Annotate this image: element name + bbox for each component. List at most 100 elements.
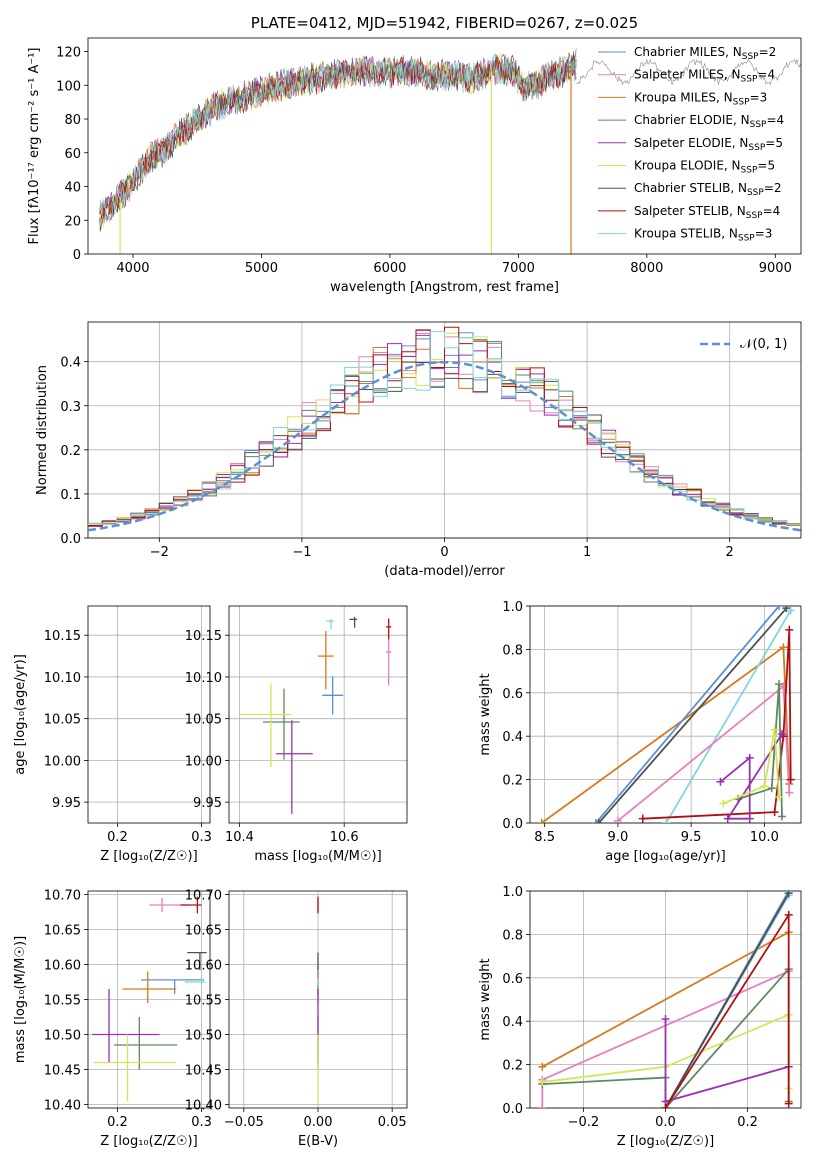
x-tick-label: 0.0: [655, 1115, 676, 1130]
y-tick-label: 10.15: [185, 629, 222, 644]
massweight-marker: [661, 1104, 670, 1108]
massweight-series: [541, 931, 790, 1068]
massweight-marker: [538, 1077, 547, 1086]
y-tick-label: 10.65: [44, 924, 81, 939]
massweight-marker: [777, 730, 786, 739]
massweight-marker: [785, 625, 794, 634]
y-tick-label: 0.3: [60, 400, 81, 415]
legend-label: Salpeter STELIB, NSSP=4: [634, 204, 780, 221]
x-tick-label: −0.05: [224, 1115, 264, 1130]
massweight-marker: [784, 1099, 793, 1108]
y-tick-label: 10.45: [44, 1064, 81, 1079]
y-tick-label: 10.00: [44, 754, 81, 769]
y-tick-label: 0.0: [502, 1102, 523, 1117]
histogram-panel: −2 −1 0 1 2 0.0 0.1 0.2 0.3 0.4 (data-model)/error…: [35, 321, 802, 579]
y-tick-label: 0.0: [502, 817, 523, 832]
x-tick-label: 9.0: [608, 830, 629, 845]
x-tick-label: 10.0: [750, 830, 779, 845]
y-tick-label: 10.10: [185, 671, 222, 686]
y-axis-label: mass weight: [478, 958, 493, 1040]
massweight-marker: [661, 1015, 670, 1024]
y-tick-label: 10.40: [44, 1099, 81, 1114]
massweight-lines: [537, 606, 795, 823]
histogram-series: [88, 334, 801, 527]
y-tick-label: 10.60: [44, 959, 81, 974]
x-tick-label: 0.3: [191, 830, 212, 845]
x-tick-label: 0.05: [378, 1115, 407, 1130]
y-tick-label: 0: [73, 248, 81, 263]
errorbar-panel: 0.2 0.3 10.40 10.45 10.50 10.55 10.60 10.65 10.7…: [13, 889, 212, 1150]
massweight-marker: [662, 819, 671, 823]
axes-frame: [228, 890, 408, 1109]
y-tick-label: 60: [64, 147, 81, 162]
y-axis-label: age [log₁₀(age/yr)]: [13, 654, 28, 775]
histogram-steps: [88, 326, 801, 532]
spectrum-series: [99, 55, 577, 223]
y-tick-label: 0.4: [502, 730, 523, 745]
y-tick-label: 100: [56, 79, 81, 94]
chart-title: PLATE=0412, MJD=51942, FIBERID=0267, z=0…: [251, 14, 638, 32]
y-tick-label: 20: [64, 214, 81, 229]
axes-frame: [87, 890, 211, 1109]
massweight-marker: [777, 812, 786, 821]
x-axis-label: Z [log₁₀(Z/Z☉)]: [100, 849, 197, 864]
y-tick-label: 40: [64, 181, 81, 196]
x-tick-label: 0: [440, 545, 448, 560]
massweight-series: [598, 607, 788, 823]
histogram-series: [88, 331, 801, 525]
errorbar-panel: 0.2 0.3 9.95 10.00 10.05 10.10 10.15 Z [log₁₀(Z…: [13, 605, 212, 864]
massweight-marker: [591, 819, 600, 823]
massweight-series: [664, 1019, 789, 1103]
x-tick-label: 10.4: [225, 830, 254, 845]
axes-frame: [87, 37, 802, 255]
massweight-marker: [786, 775, 795, 784]
massweight-marker: [716, 777, 725, 786]
spectrum-series-red: [576, 58, 801, 86]
errorbar-panel: −0.05 0.00 0.05 10.40 10.45 10.50 10.55 10.60 10…: [185, 889, 408, 1149]
massweight-marker: [613, 816, 622, 823]
y-tick-label: 10.10: [44, 671, 81, 686]
y-tick-label: 10.50: [44, 1029, 81, 1044]
x-tick-label: 0.2: [107, 1115, 128, 1130]
x-tick-label: 7000: [502, 261, 535, 276]
y-tick-label: 10.55: [44, 994, 81, 1009]
massweight-series: [665, 609, 792, 823]
massweight-marker: [719, 799, 728, 808]
massweight-marker: [638, 814, 647, 823]
massweight-marker: [782, 606, 791, 613]
massweight-series: [595, 606, 780, 823]
massweight-marker: [538, 1104, 547, 1108]
spectrum-panel: PLATE=0412, MJD=51942, FIBERID=0267, z=0…: [27, 14, 802, 295]
massweight-marker: [786, 606, 795, 615]
massweight-series: [723, 729, 780, 805]
x-tick-label: 2: [726, 545, 734, 560]
massweight-marker: [775, 680, 784, 689]
y-tick-label: 0.2: [502, 774, 523, 789]
x-tick-label: 4000: [116, 261, 149, 276]
axes-frame: [228, 605, 408, 824]
x-axis-label: mass [log₁₀(M/M☉)]: [254, 849, 381, 864]
axes-frame: [87, 605, 211, 824]
x-axis-label: E(B-V): [298, 1134, 338, 1149]
massweight-marker: [723, 814, 732, 823]
massweight-panel: 8.5 9.0 9.5 10.0 0.0 0.2 0.4 0.6 0.8 1.0 age [log₁…: [478, 600, 802, 864]
y-tick-label: 0.6: [502, 687, 523, 702]
massweight-marker: [775, 792, 784, 801]
errorbar-points: [239, 616, 392, 814]
spectrum-lines: [99, 48, 801, 254]
x-tick-label: 8000: [630, 261, 663, 276]
massweight-marker: [760, 782, 769, 791]
massweight-lines: [538, 891, 793, 1108]
massweight-marker: [785, 788, 794, 797]
y-tick-label: 0.2: [502, 1059, 523, 1074]
massweight-series: [541, 645, 791, 823]
massweight-marker: [594, 819, 603, 823]
legend-label: Chabrier ELODIE, NSSP=4: [634, 113, 784, 130]
massweight-marker: [767, 784, 776, 793]
y-tick-label: 10.65: [185, 924, 222, 939]
legend-label: Salpeter ELODIE, NSSP=5: [634, 136, 783, 153]
y-tick-label: 0.4: [60, 356, 81, 371]
x-tick-label: −0.2: [568, 1115, 600, 1130]
massweight-marker: [745, 814, 754, 823]
legend-label: Kroupa MILES, NSSP=3: [634, 90, 767, 107]
